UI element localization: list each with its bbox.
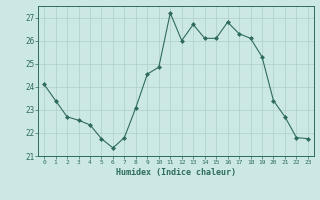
X-axis label: Humidex (Indice chaleur): Humidex (Indice chaleur) <box>116 168 236 177</box>
